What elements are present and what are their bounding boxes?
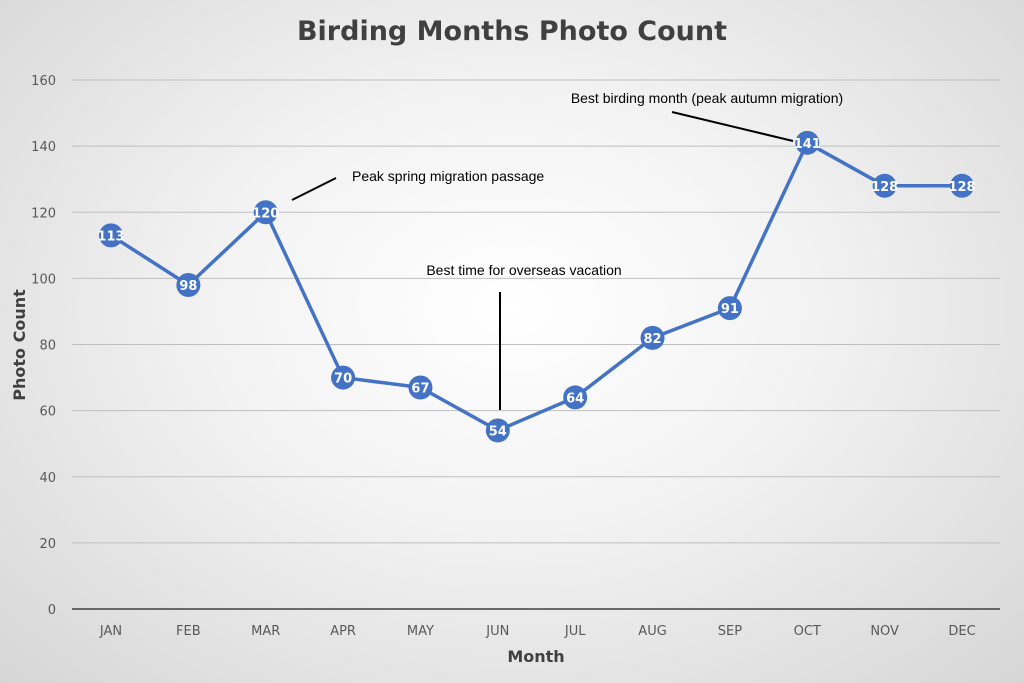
annotation-text: Best birding month (peak autumn migratio… <box>571 90 843 106</box>
x-tick-label: NOV <box>870 624 899 639</box>
data-label: 120 <box>252 206 279 221</box>
annotation-leader-line <box>291 177 337 201</box>
x-tick-label: OCT <box>794 624 821 639</box>
data-label: 67 <box>411 381 429 396</box>
x-tick-label: APR <box>330 624 356 639</box>
data-point <box>99 223 123 248</box>
data-label: 82 <box>643 332 661 347</box>
y-tick-label: 140 <box>31 140 56 155</box>
data-label: 98 <box>179 279 197 294</box>
y-tick-label: 100 <box>31 272 56 287</box>
data-label: 54 <box>489 424 507 439</box>
x-tick-label: DEC <box>948 624 975 639</box>
data-point <box>640 325 665 350</box>
data-point <box>485 418 510 443</box>
data-point <box>872 173 897 198</box>
y-tick-label: 60 <box>39 405 56 420</box>
y-tick-label: 20 <box>39 537 56 552</box>
data-label: 113 <box>97 229 124 244</box>
data-label: 64 <box>566 391 584 406</box>
data-point <box>717 296 742 321</box>
x-axis-label: Month <box>507 647 564 666</box>
x-tick-label: JAN <box>99 624 122 639</box>
x-tick-label: MAY <box>407 624 434 639</box>
x-tick-label: AUG <box>638 624 666 639</box>
x-tick-label: JUL <box>564 624 586 639</box>
chart-title: Birding Months Photo Count <box>297 16 727 47</box>
annotation-text: Best time for overseas vacation <box>426 262 621 278</box>
data-label: 91 <box>721 302 739 317</box>
y-tick-label: 120 <box>31 206 56 221</box>
data-point <box>331 365 356 390</box>
data-label: 141 <box>794 137 821 152</box>
data-point <box>795 130 820 155</box>
data-point <box>563 385 588 410</box>
annotation-leader-line <box>671 111 794 142</box>
data-label: 70 <box>334 372 352 387</box>
x-tick-label: FEB <box>176 624 201 639</box>
data-point <box>950 173 974 198</box>
annotation-text: Peak spring migration passage <box>352 168 544 184</box>
series-line <box>110 141 962 433</box>
data-label: 128 <box>948 180 975 195</box>
data-point <box>176 272 201 297</box>
y-tick-label: 0 <box>48 603 56 618</box>
x-tick-label: JUN <box>485 624 509 639</box>
x-tick-label: MAR <box>251 624 280 639</box>
y-tick-label: 160 <box>31 74 56 89</box>
data-point <box>408 375 433 400</box>
x-tick-label: SEP <box>718 624 742 639</box>
y-tick-label: 80 <box>39 339 56 354</box>
data-label: 128 <box>871 180 898 195</box>
y-tick-label: 40 <box>39 471 56 486</box>
data-point <box>253 200 278 225</box>
y-axis-label: Photo Count <box>10 289 29 401</box>
